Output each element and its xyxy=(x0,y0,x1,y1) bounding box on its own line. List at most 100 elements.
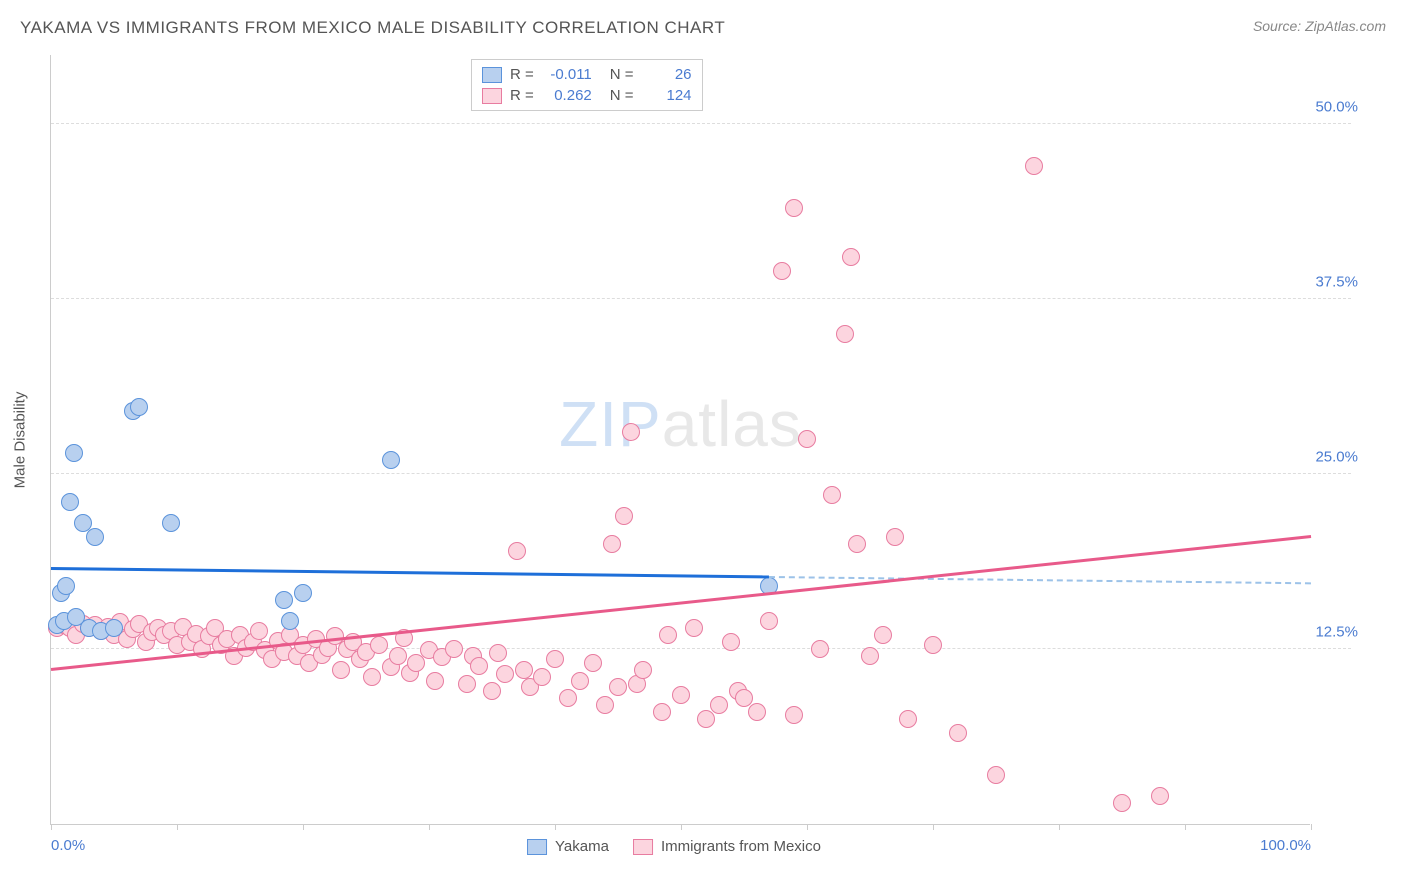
source-label: Source: ZipAtlas.com xyxy=(1253,18,1386,34)
x-tick xyxy=(1311,824,1312,830)
legend-label: Yakama xyxy=(555,838,609,855)
pink-point xyxy=(615,507,633,525)
y-tick-label: 37.5% xyxy=(1315,274,1358,291)
legend-item: Immigrants from Mexico xyxy=(633,838,821,855)
pink-point xyxy=(760,612,778,630)
pink-point xyxy=(370,636,388,654)
pink-point xyxy=(949,724,967,742)
x-tick-label: 0.0% xyxy=(51,837,85,854)
r-label: R = xyxy=(510,66,534,83)
pink-point xyxy=(426,672,444,690)
pink-point xyxy=(470,657,488,675)
pink-point xyxy=(609,678,627,696)
watermark: ZIPatlas xyxy=(559,387,802,461)
pink-point xyxy=(924,636,942,654)
pink-point xyxy=(496,665,514,683)
pink-point xyxy=(842,248,860,266)
pink-point xyxy=(634,661,652,679)
pink-point xyxy=(710,696,728,714)
x-tick xyxy=(177,824,178,830)
x-tick xyxy=(1185,824,1186,830)
gridline xyxy=(51,123,1351,124)
blue-point xyxy=(275,591,293,609)
swatch-icon xyxy=(482,67,502,83)
pink-point xyxy=(546,650,564,668)
pink-point xyxy=(533,668,551,686)
pink-point xyxy=(785,706,803,724)
watermark-prefix: ZIP xyxy=(559,388,662,460)
legend-series: Yakama Immigrants from Mexico xyxy=(527,838,821,855)
scatter-chart: Male Disability ZIPatlas R =-0.011N =26R… xyxy=(50,55,1350,825)
blue-point xyxy=(65,444,83,462)
y-tick-label: 25.0% xyxy=(1315,449,1358,466)
pink-point xyxy=(811,640,829,658)
x-tick xyxy=(681,824,682,830)
x-tick xyxy=(51,824,52,830)
legend-label: Immigrants from Mexico xyxy=(661,838,821,855)
legend-stats: R =-0.011N =26R =0.262N =124 xyxy=(471,59,703,111)
blue-point xyxy=(281,612,299,630)
pink-point xyxy=(489,644,507,662)
pink-point xyxy=(1025,157,1043,175)
swatch-icon xyxy=(527,839,547,855)
pink-point xyxy=(899,710,917,728)
pink-point xyxy=(250,622,268,640)
plot-area: ZIPatlas R =-0.011N =26R =0.262N =124 12… xyxy=(50,55,1310,825)
pink-point xyxy=(987,766,1005,784)
gridline xyxy=(51,473,1351,474)
pink-point xyxy=(886,528,904,546)
pink-point xyxy=(571,672,589,690)
pink-point xyxy=(823,486,841,504)
pink-point xyxy=(389,647,407,665)
blue-point xyxy=(294,584,312,602)
pink-point xyxy=(508,542,526,560)
pink-point xyxy=(584,654,602,672)
pink-point xyxy=(848,535,866,553)
pink-point xyxy=(722,633,740,651)
x-tick xyxy=(303,824,304,830)
swatch-icon xyxy=(482,88,502,104)
pink-point xyxy=(861,647,879,665)
gridline xyxy=(51,298,1351,299)
x-tick xyxy=(1059,824,1060,830)
pink-point xyxy=(559,689,577,707)
pink-point xyxy=(458,675,476,693)
n-label: N = xyxy=(610,66,634,83)
pink-point xyxy=(1113,794,1131,812)
r-value: 0.262 xyxy=(542,87,592,104)
pink-point xyxy=(672,686,690,704)
y-axis-label: Male Disability xyxy=(12,392,29,489)
x-tick xyxy=(933,824,934,830)
blue-point xyxy=(162,514,180,532)
swatch-icon xyxy=(633,839,653,855)
pink-point xyxy=(685,619,703,637)
legend-stat-row: R =0.262N =124 xyxy=(482,85,692,106)
legend-item: Yakama xyxy=(527,838,609,855)
y-tick-label: 12.5% xyxy=(1315,624,1358,641)
r-label: R = xyxy=(510,87,534,104)
pink-point xyxy=(874,626,892,644)
legend-stat-row: R =-0.011N =26 xyxy=(482,64,692,85)
blue-point xyxy=(382,451,400,469)
pink-point xyxy=(596,696,614,714)
pink-point xyxy=(653,703,671,721)
pink-point xyxy=(622,423,640,441)
pink-point xyxy=(332,661,350,679)
blue-point xyxy=(105,619,123,637)
blue-point xyxy=(57,577,75,595)
y-tick-label: 50.0% xyxy=(1315,99,1358,116)
pink-point xyxy=(603,535,621,553)
x-tick-label: 100.0% xyxy=(1260,837,1311,854)
n-value: 26 xyxy=(642,66,692,83)
pink-point xyxy=(483,682,501,700)
pink-point xyxy=(445,640,463,658)
chart-title: YAKAMA VS IMMIGRANTS FROM MEXICO MALE DI… xyxy=(20,18,725,38)
pink-point xyxy=(773,262,791,280)
pink-point xyxy=(785,199,803,217)
blue-point xyxy=(61,493,79,511)
pink-point xyxy=(363,668,381,686)
x-tick xyxy=(429,824,430,830)
watermark-suffix: atlas xyxy=(662,388,802,460)
pink-point xyxy=(748,703,766,721)
n-value: 124 xyxy=(642,87,692,104)
